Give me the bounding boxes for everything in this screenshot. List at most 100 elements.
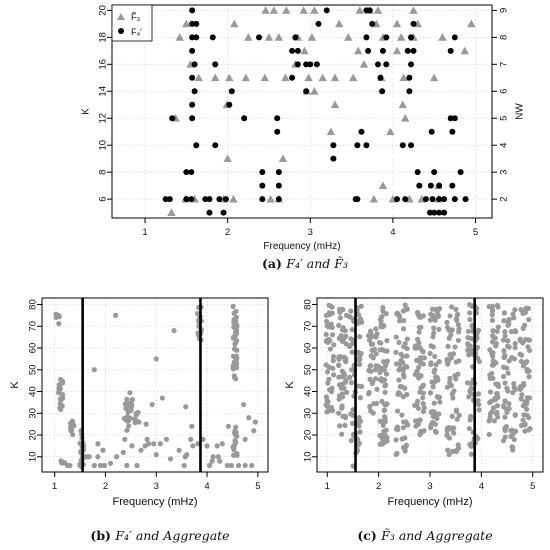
data-point — [428, 361, 434, 368]
data-point — [56, 321, 62, 327]
x-tick-label: 4 — [479, 481, 484, 492]
data-point — [138, 447, 144, 453]
data-point — [124, 427, 130, 433]
data-point — [454, 416, 460, 422]
data-point — [330, 142, 337, 149]
data-point — [377, 418, 383, 424]
data-point — [124, 414, 130, 420]
data-point — [357, 361, 363, 367]
data-point — [336, 335, 342, 341]
data-point — [367, 376, 373, 382]
data-point — [383, 371, 390, 377]
data-point — [467, 310, 473, 316]
data-point — [446, 335, 452, 341]
data-point — [91, 462, 97, 469]
data-point — [450, 351, 457, 357]
data-point — [224, 462, 230, 469]
data-point — [501, 310, 507, 316]
data-point-triangle — [264, 33, 274, 41]
data-point-triangle — [349, 73, 358, 82]
data-point — [303, 88, 310, 95]
data-point — [58, 376, 64, 383]
data-point — [336, 410, 342, 416]
data-point — [404, 422, 411, 428]
data-point — [449, 182, 456, 189]
data-point — [414, 169, 421, 176]
data-point — [414, 370, 420, 376]
data-point-triangle — [353, 46, 363, 55]
data-point — [226, 101, 233, 108]
data-point — [349, 420, 356, 426]
data-point — [421, 428, 427, 434]
data-point — [444, 384, 450, 390]
data-point — [500, 373, 507, 380]
data-point — [446, 424, 452, 431]
data-point — [336, 354, 342, 360]
data-point — [454, 312, 461, 318]
data-point — [162, 196, 169, 203]
data-point-triangle — [278, 154, 288, 163]
x-tick-label: 2 — [376, 481, 381, 492]
data-point — [358, 316, 364, 322]
data-point — [436, 326, 442, 333]
data-point — [275, 196, 282, 203]
data-point-triangle — [398, 100, 407, 109]
data-point — [519, 392, 525, 398]
data-point — [371, 401, 377, 407]
data-point — [512, 412, 518, 418]
data-point — [489, 362, 496, 368]
data-point — [206, 209, 213, 216]
data-point — [259, 182, 266, 189]
y-tick-label: 10 — [98, 140, 109, 151]
data-point-triangle — [396, 33, 406, 41]
data-point — [420, 408, 426, 415]
data-point — [303, 61, 310, 68]
data-point — [447, 115, 454, 122]
data-point — [441, 196, 448, 203]
data-point — [324, 323, 330, 329]
data-point — [432, 353, 438, 360]
data-point-triangle — [330, 73, 340, 82]
data-point — [502, 329, 508, 335]
data-point — [400, 444, 407, 451]
data-point — [433, 361, 439, 368]
data-point — [453, 317, 460, 323]
data-point — [394, 311, 400, 317]
data-point — [526, 316, 532, 323]
data-point — [433, 413, 439, 419]
data-point — [453, 359, 459, 365]
data-point — [357, 395, 363, 401]
panel-caption: (b) F₄′ and Aggregate — [90, 528, 229, 543]
y-tick-label: 14 — [98, 86, 109, 97]
data-point — [518, 396, 524, 402]
data-point — [368, 368, 374, 374]
data-point — [511, 436, 517, 443]
data-point — [363, 34, 370, 41]
data-point — [432, 367, 438, 373]
data-point — [375, 61, 381, 68]
data-point — [418, 314, 424, 320]
data-point — [487, 389, 494, 395]
data-point — [209, 34, 216, 41]
data-point — [57, 405, 63, 411]
data-point — [487, 414, 493, 420]
data-point — [517, 336, 523, 342]
data-point — [449, 413, 455, 419]
data-point — [326, 364, 332, 370]
data-point — [501, 348, 507, 354]
data-point — [495, 381, 501, 387]
data-point — [398, 357, 404, 364]
data-point — [380, 422, 386, 429]
caption-label: (c) — [357, 528, 381, 543]
data-point — [327, 346, 334, 352]
data-point — [232, 340, 239, 346]
data-point — [512, 307, 518, 313]
data-point — [373, 334, 379, 340]
data-point — [455, 371, 461, 377]
data-point — [363, 142, 370, 149]
data-point-triangle — [175, 33, 184, 41]
data-point — [166, 196, 173, 203]
legend-label: F̃₃ — [131, 12, 140, 22]
data-point — [358, 128, 365, 135]
